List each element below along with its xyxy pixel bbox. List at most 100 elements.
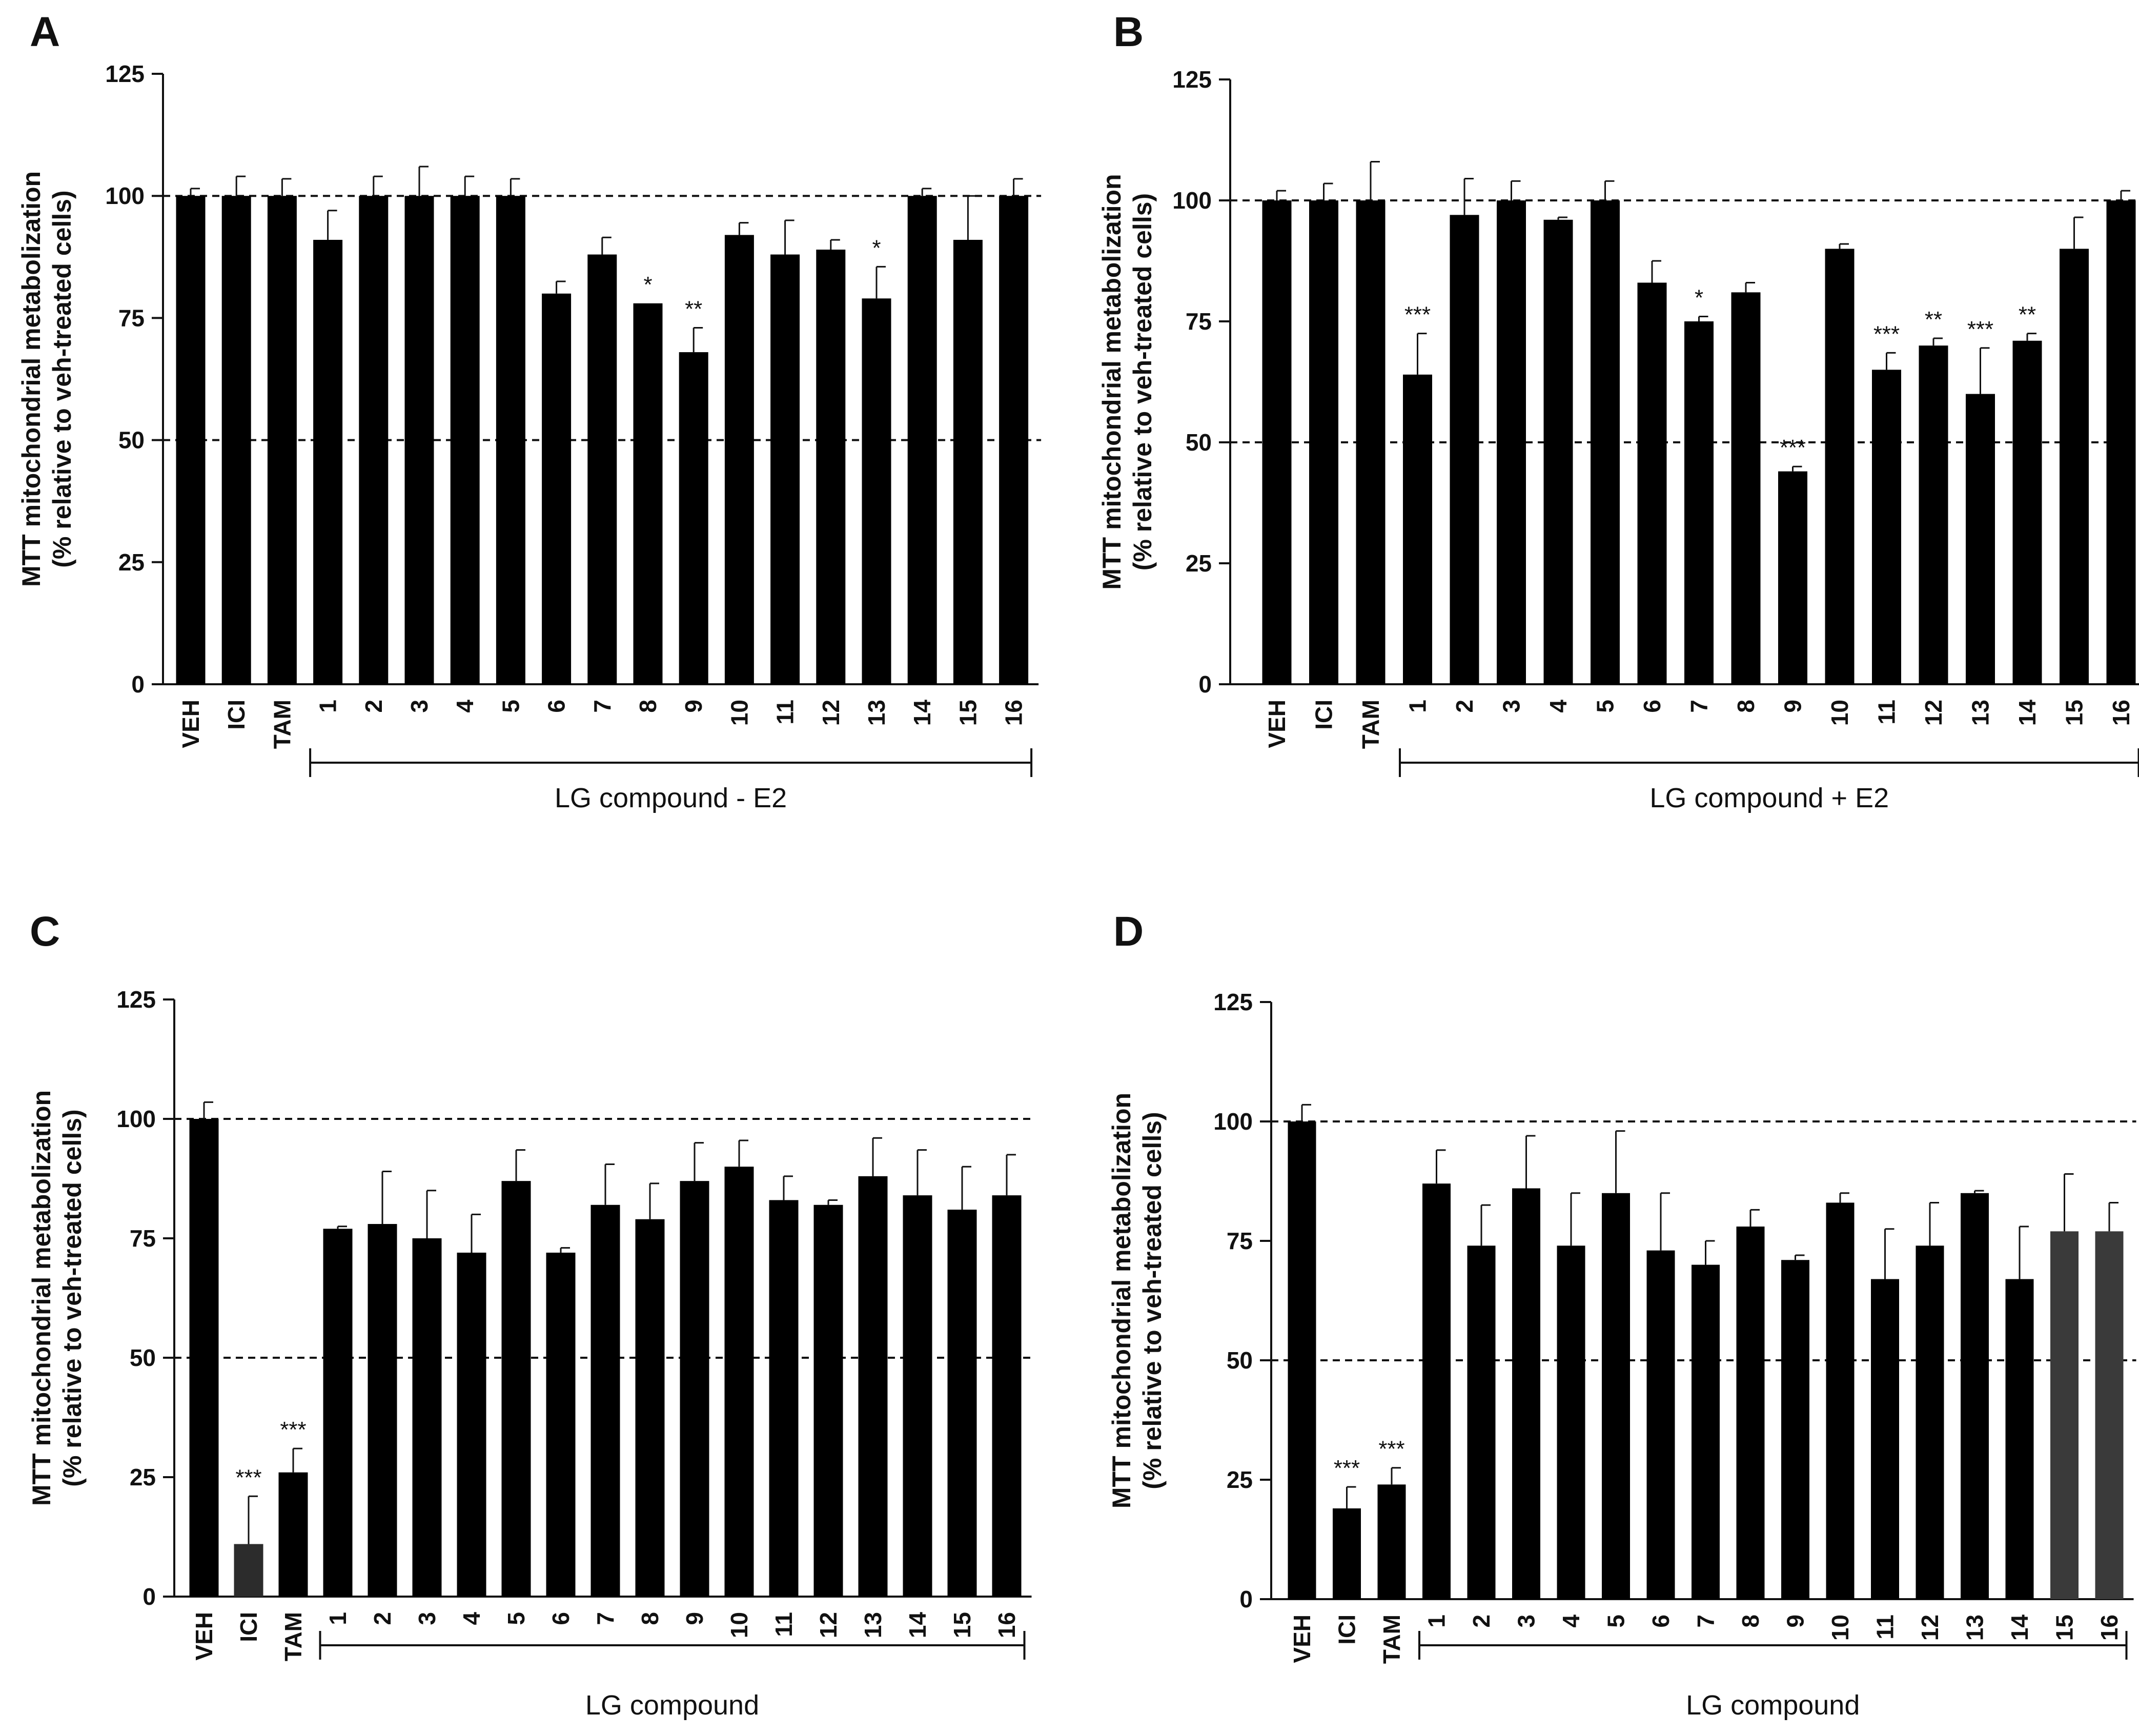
category-label: 1 bbox=[1423, 1615, 1450, 1628]
category-label: 8 bbox=[637, 1612, 663, 1625]
bar bbox=[816, 250, 846, 684]
group-label: LG compound + E2 bbox=[1649, 783, 1889, 813]
category-label: ICI bbox=[235, 1612, 262, 1642]
y-tick-label: 100 bbox=[105, 182, 145, 209]
y-tick-label: 25 bbox=[118, 549, 145, 576]
y-tick-label: 50 bbox=[1186, 429, 1212, 456]
y-tick-label: 125 bbox=[116, 986, 156, 1013]
category-label: 15 bbox=[2051, 1615, 2078, 1641]
category-label: 12 bbox=[1920, 700, 1947, 726]
bar bbox=[2050, 1231, 2079, 1599]
bar bbox=[1333, 1508, 1361, 1599]
bar bbox=[278, 1472, 308, 1597]
significance-label: ** bbox=[685, 296, 702, 321]
bar bbox=[2012, 340, 2042, 684]
category-label: 15 bbox=[2061, 700, 2088, 726]
category-label: 5 bbox=[1603, 1615, 1629, 1628]
y-axis-label: MTT mitochondrial metabolization bbox=[17, 171, 46, 587]
bar bbox=[992, 1195, 1022, 1597]
bar bbox=[1309, 200, 1338, 684]
y-tick-label: 0 bbox=[1239, 1586, 1253, 1612]
category-label: 6 bbox=[1639, 700, 1665, 713]
bar bbox=[724, 235, 754, 684]
bar bbox=[679, 352, 708, 684]
y-tick-label: 100 bbox=[1213, 1108, 1253, 1135]
group-label: LG compound bbox=[585, 1690, 759, 1721]
bar bbox=[1736, 1227, 1765, 1599]
y-tick-label: 75 bbox=[118, 304, 145, 331]
category-label: 7 bbox=[592, 1612, 619, 1625]
category-label: 9 bbox=[1780, 700, 1806, 713]
category-label: 14 bbox=[909, 700, 935, 726]
significance-label: ** bbox=[1925, 307, 1942, 332]
bar bbox=[769, 1200, 799, 1597]
bar bbox=[234, 1544, 263, 1597]
panel-letter: B bbox=[1113, 9, 1144, 55]
category-label: 16 bbox=[2108, 700, 2134, 726]
bar bbox=[1919, 345, 1948, 684]
bar bbox=[412, 1238, 442, 1597]
bar bbox=[404, 196, 434, 684]
category-label: 7 bbox=[1686, 700, 1713, 713]
category-label: 14 bbox=[904, 1612, 931, 1639]
bar bbox=[947, 1210, 977, 1597]
bar bbox=[1467, 1245, 1496, 1599]
category-label: 14 bbox=[2014, 700, 2041, 726]
y-tick-label: 0 bbox=[131, 671, 145, 698]
y-tick-label: 50 bbox=[130, 1344, 156, 1371]
y-tick-label: 125 bbox=[105, 60, 145, 87]
bar bbox=[2060, 249, 2089, 684]
category-label: 2 bbox=[1468, 1615, 1495, 1628]
category-label: 9 bbox=[681, 1612, 708, 1625]
significance-label: * bbox=[1695, 285, 1703, 311]
category-label: 15 bbox=[954, 700, 981, 726]
bar bbox=[1543, 219, 1573, 684]
category-label: 2 bbox=[1451, 700, 1478, 713]
bar bbox=[546, 1252, 576, 1597]
group-label: LG compound - E2 bbox=[555, 783, 787, 813]
bar bbox=[1557, 1245, 1585, 1599]
category-label: 13 bbox=[1962, 1615, 1988, 1641]
bar bbox=[2095, 1231, 2124, 1599]
group-label: LG compound bbox=[1686, 1690, 1860, 1721]
bar bbox=[267, 196, 297, 684]
category-label: 4 bbox=[458, 1612, 485, 1625]
bar bbox=[368, 1224, 397, 1597]
bar bbox=[542, 293, 572, 684]
category-label: 5 bbox=[1592, 700, 1619, 713]
bar bbox=[1450, 215, 1479, 684]
category-label: 4 bbox=[1558, 1615, 1584, 1628]
significance-label: *** bbox=[235, 1465, 261, 1490]
bar bbox=[1591, 200, 1620, 684]
category-label: 12 bbox=[1917, 1615, 1943, 1641]
category-label: 11 bbox=[1872, 1615, 1899, 1640]
y-axis-label-subtitle: (% relative to veh-treated cells) bbox=[48, 190, 76, 567]
bar bbox=[189, 1119, 219, 1597]
bar bbox=[2005, 1279, 2034, 1599]
bar bbox=[496, 196, 525, 684]
bar bbox=[1262, 200, 1292, 684]
y-tick-label: 100 bbox=[116, 1106, 156, 1132]
category-label: 6 bbox=[543, 700, 570, 713]
bar bbox=[1872, 370, 1901, 684]
panel-letter: A bbox=[30, 9, 60, 55]
significance-label: *** bbox=[1780, 435, 1806, 460]
category-label: 3 bbox=[1513, 1615, 1540, 1628]
significance-label: * bbox=[643, 272, 652, 297]
bar bbox=[1637, 282, 1667, 684]
bar bbox=[323, 1229, 353, 1597]
y-tick-label: 50 bbox=[118, 427, 145, 454]
bar bbox=[635, 1219, 665, 1597]
category-label: 10 bbox=[1826, 700, 1853, 726]
category-label: 16 bbox=[2096, 1615, 2123, 1641]
y-tick-label: 75 bbox=[1227, 1228, 1253, 1254]
significance-label: *** bbox=[1967, 317, 1993, 342]
significance-label: *** bbox=[280, 1417, 306, 1442]
panel-letter: C bbox=[30, 908, 60, 955]
category-label: 10 bbox=[1827, 1615, 1853, 1641]
category-label: 3 bbox=[406, 700, 433, 713]
bar bbox=[680, 1181, 709, 1597]
bar bbox=[903, 1195, 932, 1597]
category-label: 8 bbox=[1737, 1615, 1764, 1628]
bar bbox=[770, 254, 800, 684]
